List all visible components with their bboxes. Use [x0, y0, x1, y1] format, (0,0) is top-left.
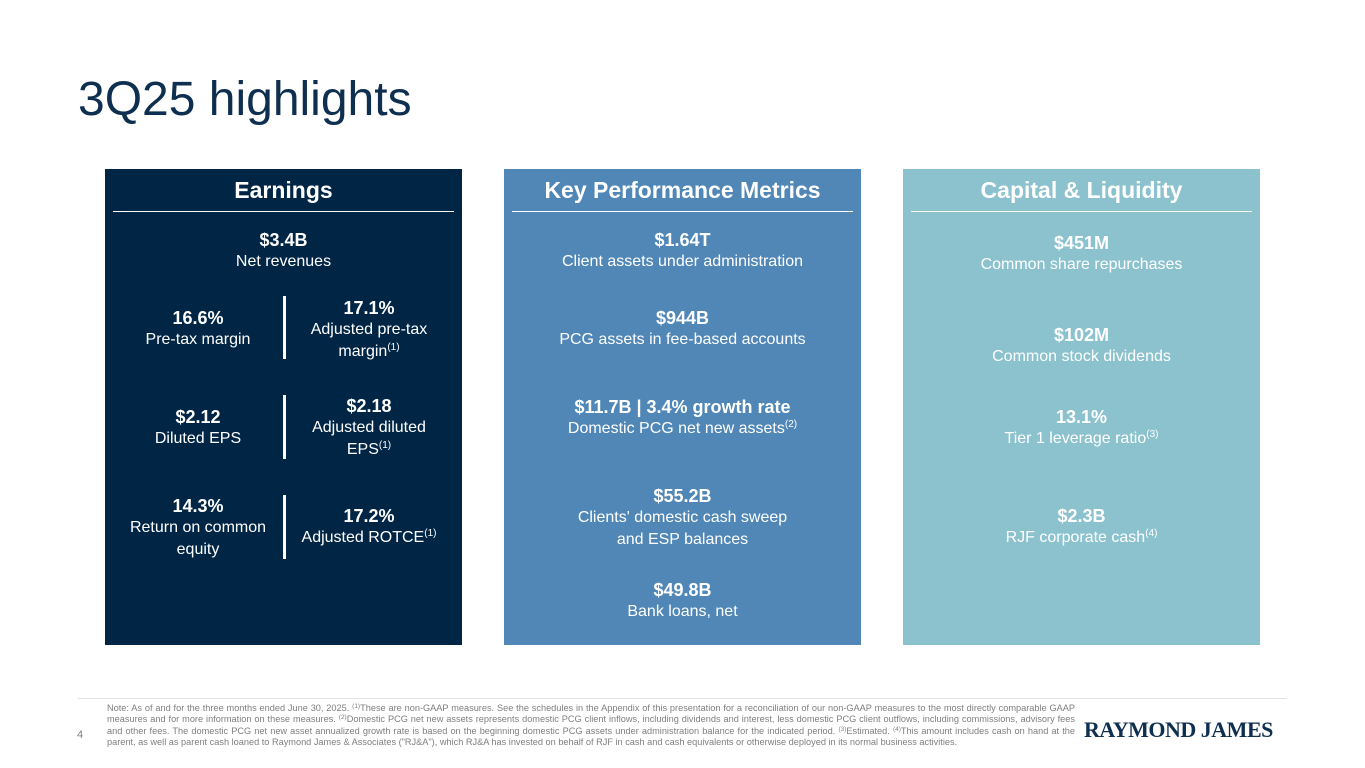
roe-label: Return on common equity: [129, 519, 267, 558]
pretax-margin-metric: 16.6% Pre-tax margin: [125, 307, 271, 351]
fee-based-assets-label: PCG assets in fee-based accounts: [559, 331, 806, 348]
net-revenues-value: $3.4B: [259, 230, 308, 250]
net-new-assets-text: Domestic PCG net new assets: [567, 420, 785, 437]
earnings-panel: Earnings $3.4B Net revenues 16.6% Pre-ta…: [105, 169, 462, 645]
fee-based-assets-metric: $944B PCG assets in fee-based accounts: [504, 307, 861, 351]
diluted-eps-metric: $2.12 Diluted EPS: [125, 406, 271, 450]
leverage-ratio-metric: 13.1% Tier 1 leverage ratio(3): [903, 406, 1260, 450]
bank-loans-metric: $49.8B Bank loans, net: [504, 579, 861, 623]
leverage-ratio-value: 13.1%: [1055, 407, 1108, 427]
dividends-label: Common stock dividends: [992, 348, 1171, 365]
page-number: 4: [77, 729, 84, 741]
share-repurchases-value: $451M: [1053, 233, 1110, 253]
footnote-marker: (3): [1146, 429, 1159, 440]
share-repurchases-label: Common share repurchases: [980, 256, 1183, 273]
diluted-eps-label: Diluted EPS: [154, 430, 242, 447]
fee-based-assets-value: $944B: [655, 308, 710, 328]
footnote-marker: (4): [1145, 528, 1158, 539]
net-revenues-label: Net revenues: [235, 253, 332, 270]
bank-loans-value: $49.8B: [653, 580, 712, 600]
adj-pretax-margin-value: 17.1%: [343, 298, 395, 318]
client-assets-metric: $1.64T Client assets under administratio…: [504, 229, 861, 273]
divider-line: [283, 296, 286, 359]
adj-pretax-margin-label: Adjusted pre-tax margin(1): [293, 319, 445, 363]
divider-line: [283, 395, 286, 459]
adj-rotce-value: 17.2%: [343, 506, 395, 526]
net-new-assets-value: $11.7B | 3.4% growth rate: [574, 397, 791, 417]
note-1: These are non-GAAP measures. See the sch…: [107, 703, 1076, 725]
corporate-cash-metric: $2.3B RJF corporate cash(4): [903, 505, 1260, 549]
footnote-marker: (4): [892, 725, 901, 733]
adj-rotce-label: Adjusted ROTCE(1): [293, 527, 445, 549]
roe-value: 14.3%: [172, 496, 224, 516]
earnings-heading: Earnings: [113, 169, 454, 212]
client-assets-label: Client assets under administration: [561, 253, 803, 270]
dividends-metric: $102M Common stock dividends: [903, 324, 1260, 368]
adj-diluted-eps-text: Adjusted diluted EPS: [312, 419, 426, 458]
footnote-marker: (1): [352, 703, 361, 710]
adj-diluted-eps-metric: $2.18 Adjusted diluted EPS(1): [293, 395, 445, 461]
cash-sweep-metric: $55.2B Clients' domestic cash sweep and …: [504, 485, 861, 551]
capital-heading: Capital & Liquidity: [911, 169, 1252, 212]
adj-pretax-margin-metric: 17.1% Adjusted pre-tax margin(1): [293, 297, 445, 363]
note-4: This amount includes cash on hand at the…: [107, 725, 1076, 748]
adj-rotce-metric: 17.2% Adjusted ROTCE(1): [293, 505, 445, 549]
corporate-cash-value: $2.3B: [1057, 506, 1106, 526]
adj-rotce-text: Adjusted ROTCE: [301, 529, 425, 546]
corporate-cash-label: RJF corporate cash(4): [903, 527, 1260, 549]
diluted-eps-value: $2.12: [175, 407, 221, 427]
dividends-value: $102M: [1053, 325, 1110, 345]
corporate-cash-text: RJF corporate cash: [1005, 529, 1146, 546]
footnote-marker: (1): [378, 440, 392, 451]
pretax-margin-label: Pre-tax margin: [145, 331, 251, 348]
adj-pretax-margin-text: Adjusted pre-tax margin: [310, 321, 428, 360]
leverage-ratio-text: Tier 1 leverage ratio: [1004, 430, 1147, 447]
raymond-james-logo: RAYMOND JAMES: [1084, 717, 1273, 742]
note-2: Domestic PCG net new assets represents d…: [107, 714, 1075, 736]
adj-diluted-eps-label: Adjusted diluted EPS(1): [293, 417, 445, 461]
footnote-marker: (2): [338, 714, 347, 722]
roe-metric: 14.3% Return on common equity: [125, 495, 271, 561]
net-new-assets-label: Domestic PCG net new assets(2): [504, 418, 861, 440]
footnote-marker: (3): [838, 725, 847, 733]
kpm-panel: Key Performance Metrics $1.64T Client as…: [504, 169, 861, 645]
note-3: Estimated.: [846, 725, 893, 736]
capital-panel: Capital & Liquidity $451M Common share r…: [903, 169, 1260, 645]
adj-diluted-eps-value: $2.18: [346, 396, 392, 416]
note-intro: Note: As of and for the three months end…: [107, 703, 353, 713]
footnote-marker: (1): [387, 342, 400, 353]
pretax-margin-value: 16.6%: [172, 308, 224, 328]
footnote-marker: (2): [784, 419, 798, 430]
share-repurchases-metric: $451M Common share repurchases: [903, 232, 1260, 276]
client-assets-value: $1.64T: [654, 230, 711, 250]
bank-loans-label: Bank loans, net: [627, 603, 738, 620]
kpm-heading: Key Performance Metrics: [512, 169, 853, 212]
footnote-text: Note: As of and for the three months end…: [107, 703, 1075, 749]
leverage-ratio-label: Tier 1 leverage ratio(3): [903, 428, 1260, 450]
cash-sweep-value: $55.2B: [653, 486, 712, 506]
footnote-marker: (1): [424, 528, 437, 539]
divider-line: [283, 495, 286, 559]
cash-sweep-label-line1: Clients' domestic cash sweep: [577, 509, 788, 526]
page-title: 3Q25 highlights: [78, 73, 412, 126]
net-new-assets-metric: $11.7B | 3.4% growth rate Domestic PCG n…: [504, 396, 861, 440]
net-revenues-metric: $3.4B Net revenues: [105, 229, 462, 273]
footer-divider: [78, 698, 1287, 699]
cash-sweep-label-line2: and ESP balances: [616, 531, 749, 548]
